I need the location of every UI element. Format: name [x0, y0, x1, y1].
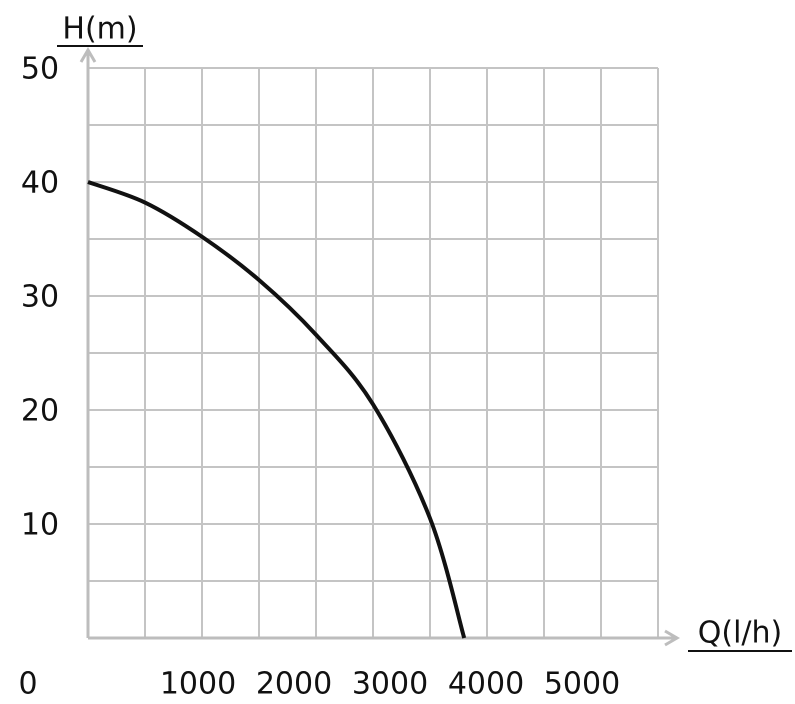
x-axis-label: Q(l/h) — [698, 616, 782, 651]
x-axis-arrow — [664, 629, 680, 647]
x-tick-label: 0 — [18, 667, 37, 702]
y-tick-label: 30 — [21, 280, 59, 315]
y-axis-arrow — [79, 47, 97, 63]
y-tick-label: 50 — [21, 52, 59, 87]
x-tick-label: 2000 — [256, 667, 332, 702]
y-tick-label: 40 — [21, 166, 59, 201]
x-tick-label: 3000 — [352, 667, 428, 702]
x-tick-label: 5000 — [544, 667, 620, 702]
y-tick-label: 10 — [21, 508, 59, 543]
y-axis-label: H(m) — [62, 12, 137, 47]
x-tick-label: 1000 — [160, 667, 236, 702]
y-tick-label: 20 — [21, 394, 59, 429]
x-tick-label: 4000 — [448, 667, 524, 702]
curve — [87, 180, 467, 639]
